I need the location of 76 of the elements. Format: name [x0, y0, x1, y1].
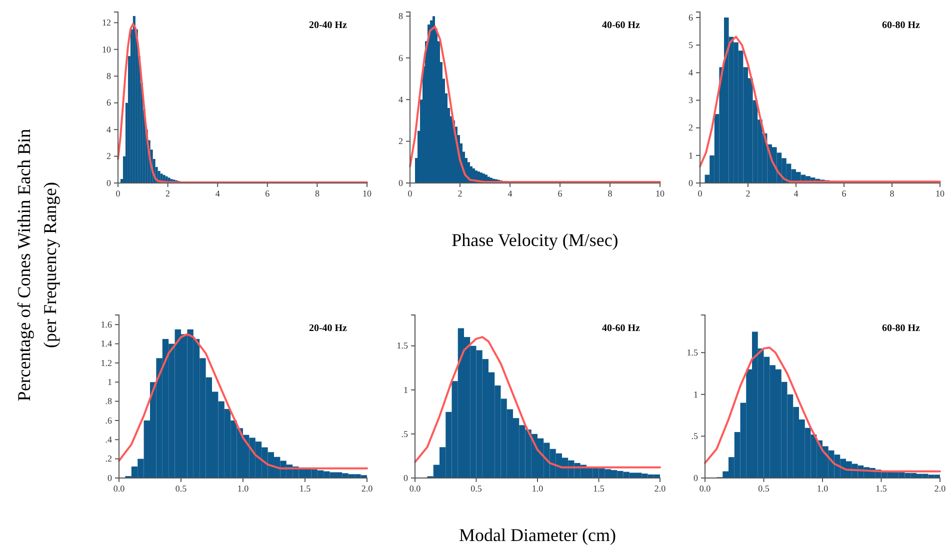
y-tick-label: 1.2: [100, 358, 112, 368]
x-tick-label: 1.0: [816, 483, 829, 494]
x-axis-title: Modal Diameter (cm): [459, 525, 616, 545]
x-tick-label: 0.5: [175, 483, 188, 494]
x-tick-label: 0.5: [758, 483, 770, 494]
x-tick-label: 2: [746, 188, 750, 198]
y-tick-label: 2: [688, 122, 693, 133]
y-tick-label: 1: [108, 377, 112, 387]
y-tick-label: 0: [398, 178, 404, 188]
text: 60-80 Hz: [882, 20, 921, 31]
y-tick-label: 4: [398, 94, 404, 104]
x-tick-label: 8: [314, 188, 320, 198]
y-tick-label: 5: [688, 40, 694, 50]
x-tick-label: 1.5: [299, 483, 312, 494]
y-tick-label: .4: [105, 434, 112, 445]
text: 40-60 Hz: [602, 323, 641, 334]
x-tick-label: 1.0: [237, 483, 250, 494]
x-tick-label: 0: [116, 188, 121, 198]
y-tick-label: .2: [105, 454, 112, 464]
x-tick-label: 4: [215, 188, 220, 198]
y-tick-label: 1: [694, 389, 698, 400]
y-tick-label: 8: [398, 11, 404, 22]
y-axis-title: Percentage of Cones Within Each Bin (per Frequency Range): [14, 128, 60, 402]
y-tick-label: .8: [105, 396, 112, 406]
x-tick-label: 2: [458, 188, 462, 198]
y-tick-label: 4: [688, 68, 694, 78]
y-tick-label: 6: [106, 98, 112, 108]
y-tick-label: 1: [404, 384, 408, 395]
text: 20-40 Hz: [308, 20, 348, 31]
y-tick-label: 1.5: [396, 340, 408, 351]
x-tick-label: 1.5: [876, 483, 888, 494]
x-tick-label: 0.5: [470, 483, 482, 494]
y-tick-label: 2: [398, 136, 403, 146]
x-tick-label: 2.0: [934, 483, 946, 494]
x-tick-label: 6: [265, 188, 270, 198]
y-tick-label: 0: [108, 472, 112, 483]
y-tick-label: 1.4: [100, 338, 112, 349]
x-tick-label: 10: [362, 188, 372, 198]
y-tick-label: .5: [691, 431, 698, 442]
x-tick-label: 0.0: [409, 483, 422, 494]
y-tick-label: 6: [398, 52, 404, 63]
x-tick-label: 10: [936, 188, 945, 198]
y-tick-label: 0: [106, 178, 112, 188]
y-tick-label: 12: [102, 18, 111, 28]
y-tick-label: 0: [694, 472, 698, 483]
text: 60-80 Hz: [882, 323, 921, 334]
y-tick-label: 6: [688, 12, 694, 22]
x-tick-label: 2.0: [654, 483, 666, 494]
text: 20-40 Hz: [308, 323, 348, 334]
x-tick-label: 10: [656, 188, 665, 198]
x-axis-title: Phase Velocity (M/sec): [452, 230, 618, 250]
x-tick-label: 2: [166, 188, 170, 198]
y-tick-label: .6: [105, 415, 112, 426]
x-tick-label: 6: [842, 188, 847, 198]
y-tick-label: 2: [106, 151, 111, 162]
x-tick-label: 4: [794, 188, 799, 198]
y-tick-label: 0: [404, 472, 408, 483]
y-tick-label: .5: [401, 428, 408, 439]
y-tick-label: 1.6: [100, 319, 112, 330]
x-tick-label: 2.0: [361, 483, 374, 494]
text: 40-60 Hz: [602, 20, 641, 31]
x-tick-label: 1.0: [532, 483, 544, 494]
x-tick-label: 1.5: [593, 483, 605, 494]
x-tick-label: 4: [508, 188, 513, 198]
x-tick-label: 8: [890, 188, 895, 198]
y-tick-label: 1.5: [686, 347, 698, 358]
x-tick-label: 0.0: [113, 483, 126, 494]
y-tick-label: 1: [688, 150, 693, 160]
x-tick-label: 8: [608, 188, 613, 198]
y-tick-label: 8: [106, 71, 112, 82]
y-tick-label: 10: [102, 44, 112, 54]
y-tick-label: 3: [688, 95, 694, 106]
y-tick-label: 0: [688, 178, 694, 188]
y-tick-label: 4: [106, 124, 112, 134]
x-tick-label: 0.0: [699, 483, 712, 494]
x-tick-label: 6: [558, 188, 563, 198]
